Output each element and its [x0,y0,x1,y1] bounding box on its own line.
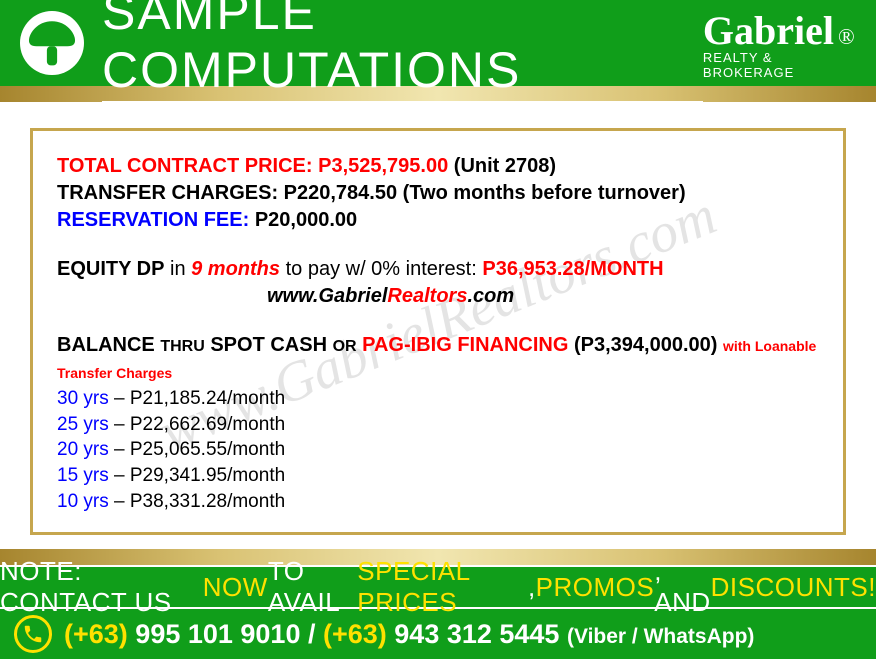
brand-mark: ® [838,24,855,50]
reservation-value: P20,000.00 [255,209,357,231]
financing-terms: 30 yrs – P21,185.24/month 25 yrs – P22,6… [57,386,819,514]
note-text: , AND [654,556,710,618]
mushroom-logo-icon [20,11,84,75]
balance-thru: THRU [160,338,204,355]
phone-code: (+63) [323,619,387,649]
term-row: 25 yrs – P22,662.69/month [57,412,819,438]
term-payment: – P29,341.95/month [109,465,285,486]
note-highlight: NOW [203,572,268,603]
term-years: 15 yrs [57,465,109,486]
note-highlight: DISCOUNTS! [711,572,876,603]
term-years: 25 yrs [57,414,109,435]
note-highlight: SPECIAL PRICES [357,556,528,618]
reservation-line: RESERVATION FEE: P20,000.00 [57,207,819,234]
term-row: 15 yrs – P29,341.95/month [57,463,819,489]
term-years: 10 yrs [57,491,109,512]
page-title: SAMPLE COMPUTATIONS [102,0,703,104]
term-payment: – P38,331.28/month [109,491,285,512]
equity-value: P36,953.28/MONTH [482,258,663,280]
balance-line: BALANCE THRU SPOT CASH OR PAG-IBIG FINAN… [57,332,819,386]
brand-subtitle: REALTY & BROKERAGE [703,50,856,80]
url-line: www.GabrielRealtors.com [57,283,819,310]
tcp-line: TOTAL CONTRACT PRICE: P3,525,795.00 (Uni… [57,153,819,180]
phone-code: (+63) [64,619,128,649]
note-text: TO AVAIL [268,556,357,618]
tcp-value: P3,525,795.00 [318,155,448,177]
balance-or: OR [333,338,357,355]
phone-sep: / [308,619,323,649]
equity-prefix: EQUITY DP [57,258,164,280]
term-years: 20 yrs [57,439,109,460]
phone-icon [14,615,52,653]
note-text: NOTE: CONTACT US [0,556,203,618]
term-payment: – P21,185.24/month [109,388,285,409]
transfer-line: TRANSFER CHARGES: P220,784.50 (Two month… [57,180,819,207]
content-area: www.GabrielRealtors.com TOTAL CONTRACT P… [0,102,876,549]
note-text: , [528,572,536,603]
url-post: .com [467,285,514,307]
brand-name: Gabriel [703,7,834,54]
computation-box: www.GabrielRealtors.com TOTAL CONTRACT P… [30,128,846,535]
term-years: 30 yrs [57,388,109,409]
url-pre: www.Gabriel [267,285,387,307]
equity-line: EQUITY DP in 9 months to pay w/ 0% inter… [57,256,819,283]
tcp-label: TOTAL CONTRACT PRICE: [57,155,318,177]
term-row: 10 yrs – P38,331.28/month [57,489,819,515]
brand-block: Gabriel ® REALTY & BROKERAGE [703,7,856,80]
reservation-label: RESERVATION FEE: [57,209,255,231]
tcp-unit: (Unit 2708) [448,155,556,177]
term-row: 30 yrs – P21,185.24/month [57,386,819,412]
term-payment: – P22,662.69/month [109,414,285,435]
equity-rest: to pay w/ 0% interest: [280,258,482,280]
phone-number: 943 312 5445 [387,619,567,649]
footer-note-bar: NOTE: CONTACT US NOW TO AVAIL SPECIAL PR… [0,565,876,607]
equity-in: in [164,258,191,280]
term-row: 20 yrs – P25,065.55/month [57,437,819,463]
term-payment: – P25,065.55/month [109,439,285,460]
equity-months: 9 months [191,258,280,280]
phone-channels: (Viber / WhatsApp) [567,625,754,648]
balance-amount: (P3,394,000.00) [574,334,723,356]
balance-pagibig: PAG-IBIG FINANCING [357,334,574,356]
balance-spot: SPOT CASH [205,334,333,356]
note-highlight: PROMOS [536,572,655,603]
contact-text: (+63) 995 101 9010 / (+63) 943 312 5445 … [64,619,754,650]
balance-prefix: BALANCE [57,334,160,356]
phone-number: 995 101 9010 [128,619,308,649]
header-bar: SAMPLE COMPUTATIONS Gabriel ® REALTY & B… [0,0,876,86]
url-mid: Realtors [387,285,467,307]
